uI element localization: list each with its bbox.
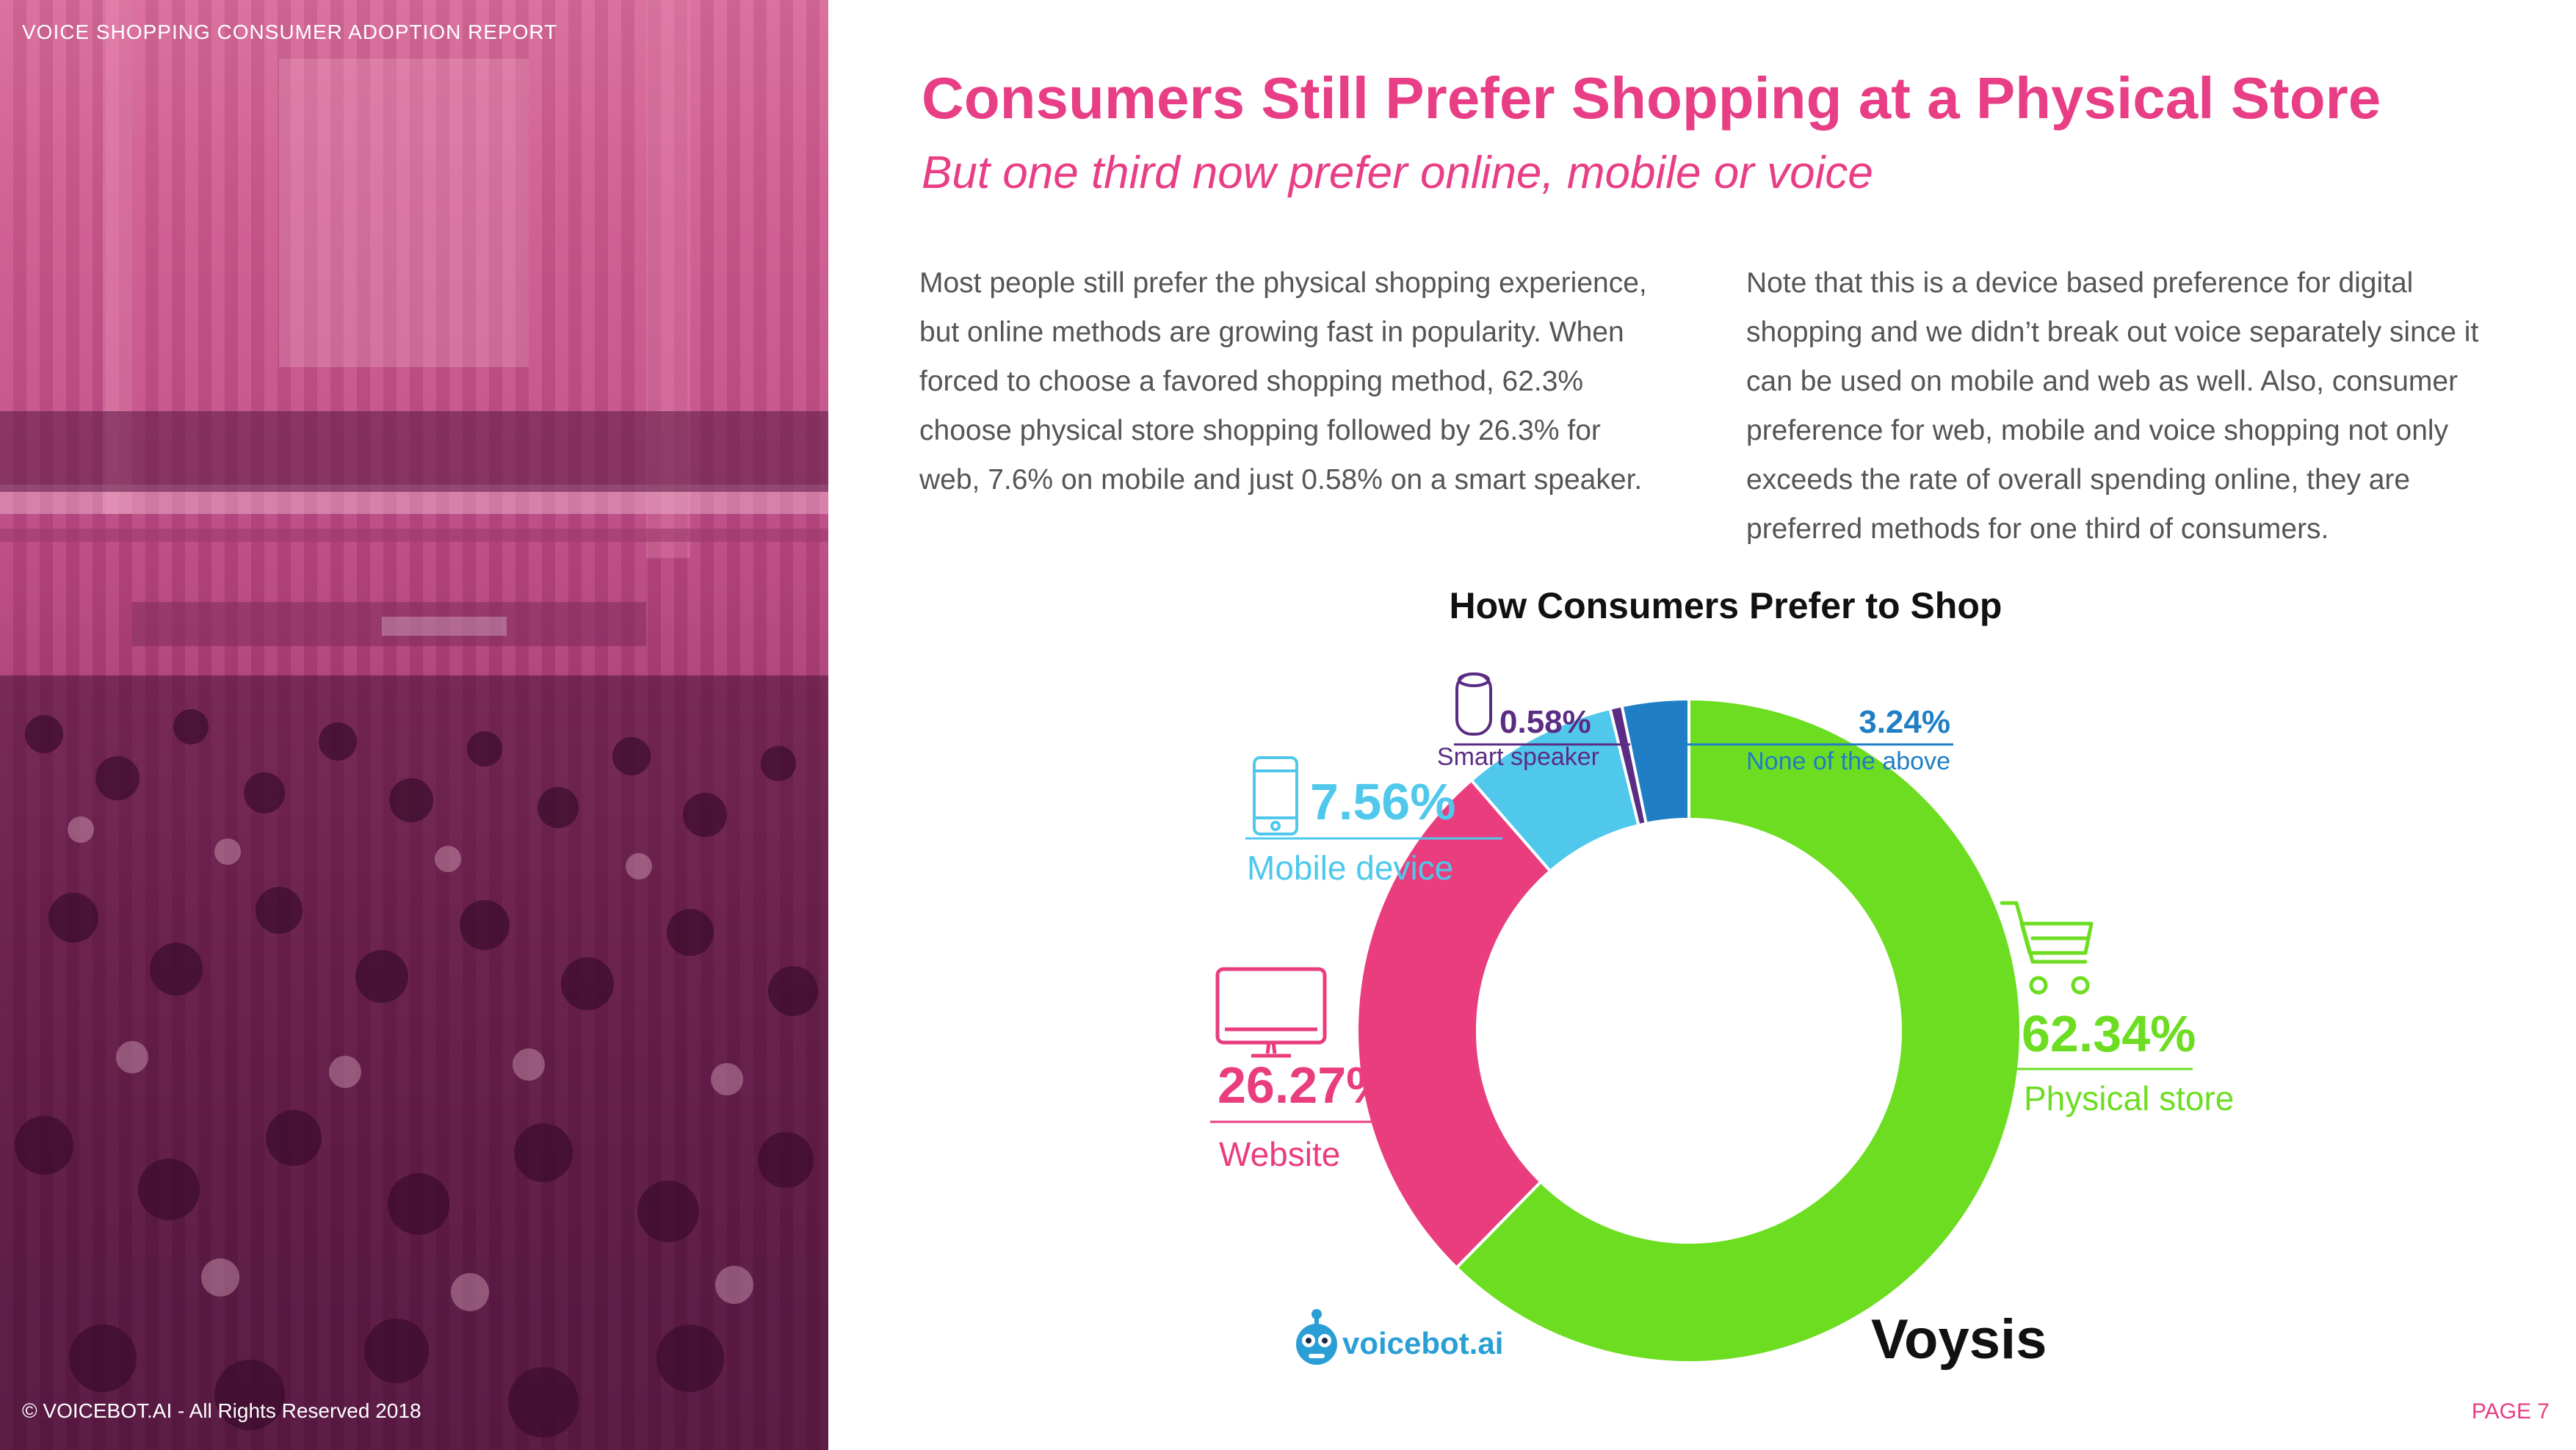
crowd-illustration bbox=[0, 0, 828, 1450]
legend-physical-store-value: 62.34% bbox=[2022, 1005, 2196, 1062]
legend-smart-speaker-value: 0.58% bbox=[1499, 704, 1591, 740]
legend-website: 26.27% Website bbox=[1210, 967, 1408, 1173]
smart-speaker-icon bbox=[1455, 673, 1492, 736]
voysis-logo: Voysis bbox=[1871, 1308, 2047, 1371]
smartphone-icon bbox=[1253, 756, 1298, 835]
legend-none-value: 3.24% bbox=[1859, 704, 1950, 740]
donut-chart: How Consumers Prefer to Shop 62.34% Phys… bbox=[1210, 585, 2234, 1371]
robot-icon bbox=[1296, 1309, 1337, 1365]
donut-hole-outline bbox=[1476, 818, 1902, 1244]
legend-smart-speaker: 0.58% Smart speaker bbox=[1437, 673, 1630, 771]
report-label: VOICE SHOPPING CONSUMER ADOPTION REPORT bbox=[22, 21, 558, 43]
legend-physical-store: 62.34% Physical store bbox=[1996, 901, 2234, 1117]
legend-physical-store-label: Physical store bbox=[2024, 1079, 2234, 1117]
body-paragraph-right: Note that this is a device based prefere… bbox=[1746, 267, 2479, 545]
body-paragraph-left: Most people still prefer the physical sh… bbox=[919, 267, 1647, 496]
legend-mobile-device-label: Mobile device bbox=[1247, 849, 1453, 887]
legend-website-label: Website bbox=[1219, 1135, 1340, 1173]
legend-none-label: None of the above bbox=[1746, 747, 1950, 775]
legend-smart-speaker-label: Smart speaker bbox=[1437, 743, 1599, 771]
legend-website-value: 26.27% bbox=[1218, 1056, 1392, 1114]
legend-mobile-device-value: 7.56% bbox=[1310, 773, 1455, 830]
page-title: Consumers Still Prefer Shopping at a Phy… bbox=[922, 65, 2381, 131]
donut-slices bbox=[1356, 697, 2022, 1364]
page-number: PAGE 7 bbox=[2471, 1399, 2550, 1424]
chart-title: How Consumers Prefer to Shop bbox=[1450, 585, 2002, 626]
hero-photo: VOICE SHOPPING CONSUMER ADOPTION REPORT … bbox=[0, 0, 828, 1450]
legend-mobile-device: 7.56% Mobile device bbox=[1245, 756, 1502, 887]
shopping-cart-icon bbox=[2000, 901, 2094, 995]
voysis-logo-text: Voysis bbox=[1871, 1308, 2047, 1371]
copyright: © VOICEBOT.AI - All Rights Reserved 2018 bbox=[22, 1399, 422, 1422]
voicebot-logo-text: voicebot.ai bbox=[1342, 1326, 1503, 1360]
monitor-icon bbox=[1215, 967, 1327, 1058]
legend-none-of-the-above: 3.24% None of the above bbox=[1667, 704, 1953, 775]
voicebot-logo: voicebot.ai bbox=[1296, 1309, 1503, 1365]
page-subtitle: But one third now prefer online, mobile … bbox=[922, 148, 1873, 198]
